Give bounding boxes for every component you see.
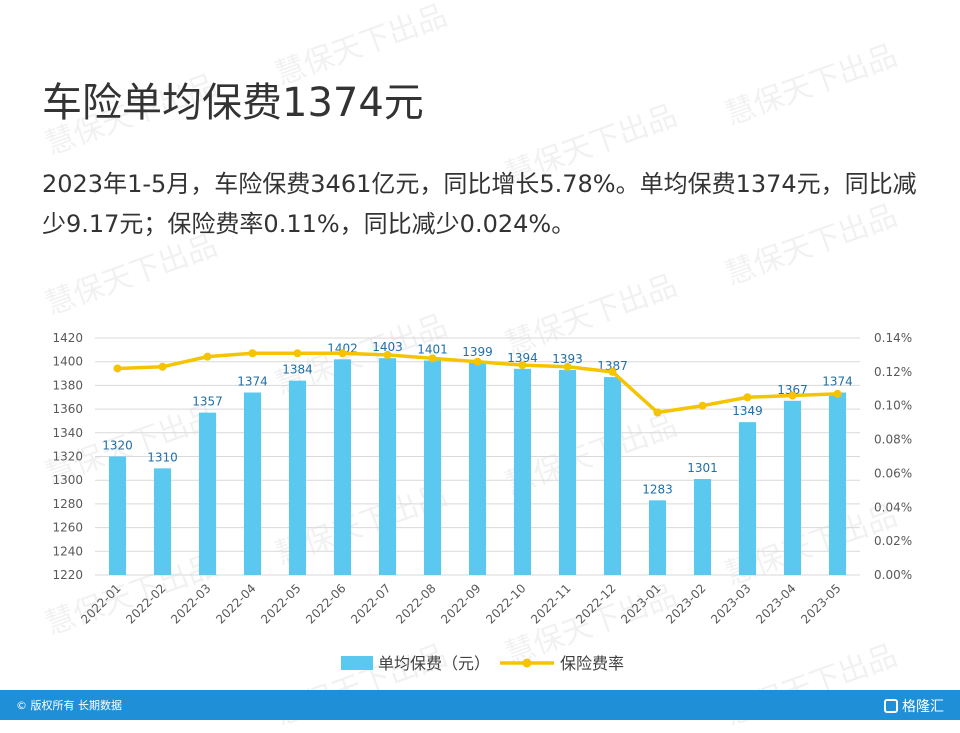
rate-point (293, 349, 302, 358)
x-tick-label: 2023-02 (663, 581, 708, 626)
legend-label: 单均保费（元） (378, 654, 490, 673)
bar-data-label: 1374 (822, 375, 853, 389)
rate-point (383, 350, 392, 359)
bar (603, 377, 622, 575)
x-tick-label: 2023-04 (753, 581, 798, 626)
rate-point (338, 349, 347, 358)
x-tick-label: 2022-02 (123, 581, 168, 626)
y-left-tick-label: 1400 (52, 355, 83, 369)
x-tick-label: 2022-04 (213, 581, 258, 626)
rate-point (788, 391, 797, 400)
bar-data-label: 1403 (372, 340, 403, 354)
rate-point (563, 362, 572, 371)
bar-data-label: 1283 (642, 482, 673, 496)
y-left-tick-label: 1340 (52, 426, 83, 440)
x-tick-label: 2022-05 (258, 581, 303, 626)
bar (198, 412, 217, 575)
y-right-tick-label: 0.08% (874, 433, 912, 447)
bar (513, 368, 532, 575)
bar (288, 380, 307, 575)
y-left-tick-label: 1420 (52, 331, 83, 345)
x-tick-label: 2022-11 (528, 581, 573, 626)
bar (558, 369, 577, 575)
page-title: 车险单均保费1374元 (42, 80, 424, 126)
y-left-tick-label: 1320 (52, 450, 83, 464)
y-right-tick-label: 0.04% (874, 500, 912, 514)
x-tick-label: 2023-03 (708, 581, 753, 626)
bar (828, 392, 847, 575)
legend-bar-swatch (341, 656, 373, 670)
brand-icon (884, 699, 898, 713)
x-tick-label: 2023-01 (618, 581, 663, 626)
rate-point (203, 352, 212, 361)
rate-point (518, 361, 527, 370)
rate-point (698, 401, 707, 410)
y-right-tick-label: 0.12% (874, 365, 912, 379)
bar-data-label: 1374 (237, 375, 268, 389)
x-tick-label: 2022-08 (393, 581, 438, 626)
rate-point (608, 367, 617, 376)
rate-point (113, 364, 122, 373)
bar (333, 359, 352, 575)
y-right-tick-label: 0.02% (874, 534, 912, 548)
bar-data-label: 1401 (417, 343, 448, 357)
legend-label: 保险费率 (560, 654, 624, 673)
x-tick-label: 2022-12 (573, 581, 618, 626)
rate-point (653, 408, 662, 417)
y-left-tick-label: 1240 (52, 544, 83, 558)
summary-text: 2023年1-5月，车险保费3461亿元，同比增长5.78%。单均保费1374元… (42, 170, 917, 238)
bar-data-label: 1399 (462, 345, 493, 359)
bar-data-label: 1393 (552, 352, 583, 366)
x-tick-label: 2022-07 (348, 581, 393, 626)
rate-point (743, 393, 752, 402)
bar-data-label: 1384 (282, 363, 313, 377)
y-right-tick-label: 0.06% (874, 466, 912, 480)
y-right-tick-label: 0.10% (874, 399, 912, 413)
y-left-tick-label: 1280 (52, 497, 83, 511)
bar (243, 392, 262, 575)
rate-point (428, 354, 437, 363)
footer-bar: © 版权所有 长期数据 格隆汇 (0, 690, 960, 720)
y-left-tick-label: 1260 (52, 521, 83, 535)
brand-logo: 格隆汇 (884, 696, 944, 716)
y-left-tick-label: 1360 (52, 402, 83, 416)
bar (468, 362, 487, 575)
chart: 1220 1240 1260 1280 1300 1320 1340 1360 1380 1400… (52, 331, 912, 673)
bar (738, 422, 757, 575)
bar (648, 500, 667, 575)
x-tick-label: 2022-03 (168, 581, 213, 626)
bar (783, 400, 802, 575)
legend-line-marker (522, 658, 532, 668)
y-left-tick-label: 1380 (52, 378, 83, 392)
bar (378, 358, 397, 575)
watermark: 慧保天下出品 (720, 38, 902, 133)
y-left-tick-label: 1300 (52, 473, 83, 487)
y-right-tick-label: 0.14% (874, 331, 912, 345)
bar-data-label: 1301 (687, 461, 718, 475)
bar-data-label: 1357 (192, 395, 223, 409)
bar (108, 456, 127, 575)
x-tick-label: 2022-10 (483, 581, 528, 626)
bar (153, 468, 172, 575)
x-tick-label: 2022-01 (78, 581, 123, 626)
bar (693, 479, 712, 575)
y-left-tick-label: 1220 (52, 568, 83, 582)
bar-data-label: 1349 (732, 404, 763, 418)
x-tick-label: 2022-09 (438, 581, 483, 626)
x-tick-label: 2022-06 (303, 581, 348, 626)
bar-data-label: 1310 (147, 450, 178, 464)
brand-name: 格隆汇 (902, 699, 944, 715)
rate-point (158, 362, 167, 371)
copyright-text: © 版权所有 长期数据 (16, 699, 122, 712)
rate-point (833, 389, 842, 398)
bar-data-label: 1367 (777, 383, 808, 397)
y-right-tick-label: 0.00% (874, 568, 912, 582)
rate-point (248, 349, 257, 358)
bar-data-label: 1394 (507, 351, 538, 365)
rate-point (473, 357, 482, 366)
x-tick-label: 2023-05 (798, 581, 843, 626)
bar (423, 360, 442, 575)
bar-data-label: 1320 (102, 439, 133, 453)
